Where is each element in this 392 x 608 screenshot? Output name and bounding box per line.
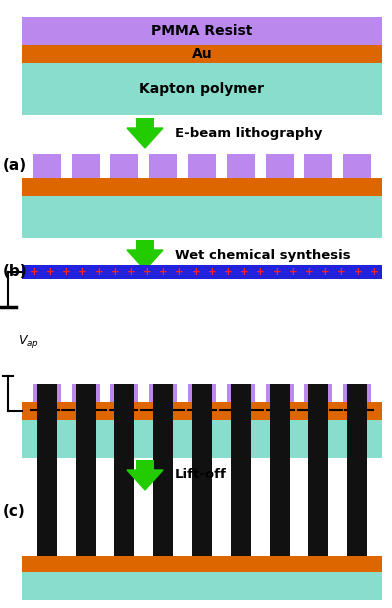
Text: +: +: [321, 267, 330, 277]
Text: Lift-off: Lift-off: [175, 469, 227, 482]
Text: +: +: [159, 267, 168, 277]
Bar: [22, 572, 382, 600]
Bar: [309, 468, 328, 556]
Text: Wet chemical synthesis: Wet chemical synthesis: [175, 249, 350, 261]
Bar: [76, 468, 96, 556]
Bar: [37, 384, 57, 489]
Text: +: +: [289, 267, 298, 277]
Bar: [72, 384, 100, 402]
Polygon shape: [127, 128, 163, 148]
Text: +: +: [208, 267, 216, 277]
Bar: [149, 154, 177, 178]
Text: Kapton polymer: Kapton polymer: [140, 82, 265, 96]
Bar: [22, 45, 382, 63]
Bar: [231, 384, 251, 489]
Bar: [114, 384, 134, 489]
Bar: [72, 154, 100, 178]
Bar: [22, 420, 382, 458]
Text: +: +: [224, 267, 233, 277]
Text: +: +: [94, 267, 103, 277]
Bar: [149, 384, 177, 402]
Bar: [22, 556, 382, 572]
Text: PMMA Resist: PMMA Resist: [151, 24, 253, 38]
Bar: [114, 468, 134, 556]
Text: (a): (a): [3, 159, 27, 173]
Text: +: +: [256, 267, 265, 277]
Bar: [22, 196, 382, 238]
Bar: [111, 384, 138, 402]
Bar: [270, 384, 290, 489]
Bar: [266, 154, 294, 178]
Bar: [136, 240, 154, 250]
Text: +: +: [337, 267, 346, 277]
Text: (c): (c): [3, 505, 26, 519]
Bar: [76, 384, 96, 489]
Text: +: +: [78, 267, 87, 277]
Bar: [22, 265, 382, 279]
Bar: [270, 468, 290, 556]
Bar: [343, 384, 371, 402]
Bar: [343, 154, 371, 178]
Text: +: +: [240, 267, 249, 277]
Text: +: +: [354, 267, 362, 277]
Text: +: +: [62, 267, 71, 277]
Text: +: +: [175, 267, 184, 277]
Bar: [136, 460, 154, 470]
Bar: [136, 118, 154, 128]
Polygon shape: [127, 470, 163, 490]
Bar: [309, 384, 328, 489]
Bar: [347, 468, 367, 556]
Bar: [33, 154, 61, 178]
Text: +: +: [127, 267, 136, 277]
Bar: [153, 384, 173, 489]
Bar: [22, 63, 382, 115]
Bar: [188, 154, 216, 178]
Text: $V_{ap}$: $V_{ap}$: [18, 333, 39, 350]
Bar: [153, 468, 173, 556]
Bar: [111, 154, 138, 178]
Bar: [22, 402, 382, 420]
Bar: [347, 384, 367, 489]
Text: +: +: [143, 267, 152, 277]
Text: (b): (b): [3, 264, 27, 280]
Text: +: +: [111, 267, 119, 277]
Text: +: +: [272, 267, 281, 277]
Bar: [305, 154, 332, 178]
Polygon shape: [127, 250, 163, 270]
Text: +: +: [370, 267, 378, 277]
Bar: [33, 384, 61, 402]
Bar: [192, 468, 212, 556]
Bar: [305, 384, 332, 402]
Bar: [37, 468, 57, 556]
Bar: [266, 384, 294, 402]
Text: +: +: [30, 267, 38, 277]
Text: E-beam lithography: E-beam lithography: [175, 126, 322, 139]
Bar: [188, 384, 216, 402]
Bar: [231, 468, 251, 556]
Bar: [227, 154, 255, 178]
Text: +: +: [46, 267, 54, 277]
Bar: [192, 384, 212, 489]
Text: +: +: [305, 267, 314, 277]
Text: Au: Au: [192, 47, 212, 61]
Text: +: +: [192, 267, 200, 277]
Bar: [22, 17, 382, 45]
Bar: [22, 178, 382, 196]
Bar: [227, 384, 255, 402]
